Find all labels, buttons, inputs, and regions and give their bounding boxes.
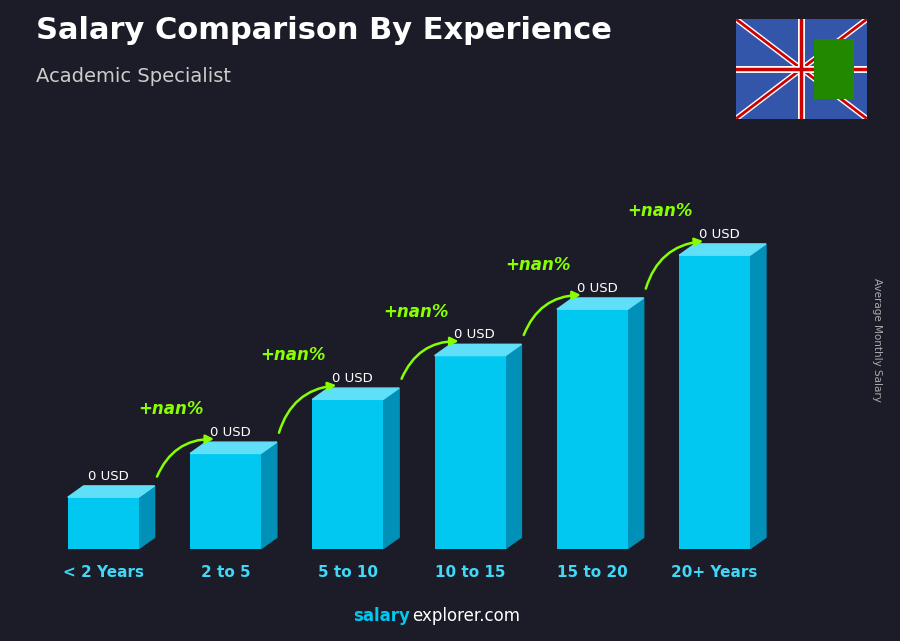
Text: salary: salary bbox=[353, 607, 410, 625]
FancyArrowPatch shape bbox=[646, 239, 700, 288]
Bar bbox=[557, 309, 628, 549]
Text: +nan%: +nan% bbox=[505, 256, 571, 274]
Text: 0 USD: 0 USD bbox=[454, 328, 495, 341]
Text: 0 USD: 0 USD bbox=[332, 372, 373, 385]
Bar bbox=[190, 453, 261, 549]
Text: 0 USD: 0 USD bbox=[87, 470, 129, 483]
FancyArrowPatch shape bbox=[524, 292, 578, 335]
Text: 0 USD: 0 USD bbox=[577, 282, 617, 295]
Polygon shape bbox=[750, 244, 766, 549]
Text: 0 USD: 0 USD bbox=[210, 426, 251, 439]
Bar bbox=[814, 39, 853, 99]
Polygon shape bbox=[557, 298, 644, 309]
Bar bbox=[435, 356, 506, 549]
Polygon shape bbox=[383, 388, 400, 549]
Polygon shape bbox=[68, 486, 155, 497]
Text: Salary Comparison By Experience: Salary Comparison By Experience bbox=[36, 16, 612, 45]
FancyArrowPatch shape bbox=[157, 436, 212, 477]
Polygon shape bbox=[190, 442, 277, 453]
Text: Average Monthly Salary: Average Monthly Salary bbox=[872, 278, 883, 402]
Text: +nan%: +nan% bbox=[261, 346, 326, 364]
Text: +nan%: +nan% bbox=[627, 202, 693, 221]
Polygon shape bbox=[261, 442, 277, 549]
Polygon shape bbox=[312, 388, 400, 399]
Text: explorer.com: explorer.com bbox=[412, 607, 520, 625]
Text: +nan%: +nan% bbox=[139, 401, 204, 419]
Polygon shape bbox=[435, 344, 521, 356]
Text: +nan%: +nan% bbox=[382, 303, 448, 320]
Bar bbox=[68, 497, 139, 549]
FancyArrowPatch shape bbox=[279, 383, 334, 433]
Polygon shape bbox=[680, 244, 766, 255]
Polygon shape bbox=[628, 298, 644, 549]
FancyArrowPatch shape bbox=[401, 338, 455, 379]
Bar bbox=[312, 399, 383, 549]
Bar bbox=[680, 255, 750, 549]
Polygon shape bbox=[506, 344, 521, 549]
Text: 0 USD: 0 USD bbox=[699, 228, 740, 241]
Polygon shape bbox=[139, 486, 155, 549]
Text: Academic Specialist: Academic Specialist bbox=[36, 67, 231, 87]
